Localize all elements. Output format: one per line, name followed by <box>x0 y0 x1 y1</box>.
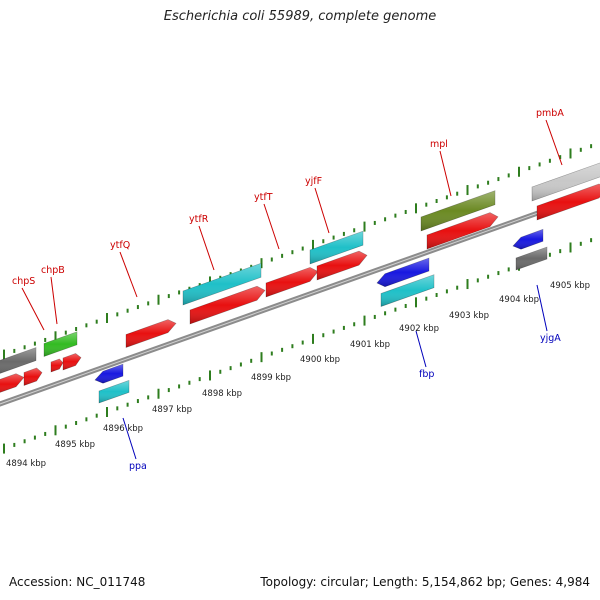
reverse-gene-feature-shade <box>99 380 129 403</box>
gene-feature-shade <box>532 162 600 201</box>
scale-label: 4901 kbp <box>350 340 390 350</box>
gene-leader-line <box>21 287 45 331</box>
cds-feature-shade <box>63 353 81 370</box>
gene-feature-shade <box>421 190 495 231</box>
gene-leader-line <box>536 284 548 332</box>
scale-label: 4894 kbp <box>6 459 46 469</box>
cds-feature-shade <box>24 368 42 386</box>
cds-feature-shade <box>51 359 63 372</box>
accession-text: Accession: NC_011748 <box>9 575 146 589</box>
reverse-cds-feature-shade <box>95 364 123 384</box>
gene-label: yjgA <box>540 333 561 344</box>
gene-feature-shade <box>183 263 261 305</box>
gene-label: yjfF <box>305 176 322 187</box>
reverse-gene-feature-shade <box>381 274 434 307</box>
gene-label: ytfT <box>254 192 273 203</box>
gene-label: ytfQ <box>110 240 130 251</box>
reverse-cds-feature-shade <box>377 258 429 287</box>
gene-leader-line <box>545 119 563 166</box>
gene-leader-line <box>314 187 330 234</box>
gene-label: mpl <box>430 139 448 150</box>
gene-feature-shade <box>44 331 77 357</box>
gene-leader-line <box>198 225 215 271</box>
gene-label: ppa <box>129 461 147 472</box>
scale-label: 4897 kbp <box>152 405 192 415</box>
scale-label: 4900 kbp <box>300 355 340 365</box>
reverse-cds-feature-shade <box>513 229 543 250</box>
gene-feature-shade <box>310 231 363 264</box>
scale-label: 4902 kbp <box>399 324 439 334</box>
scale-label: 4898 kbp <box>202 389 242 399</box>
gene-label: chpS <box>12 276 35 287</box>
gene-label: ytfR <box>189 214 209 225</box>
cds-feature-shade <box>317 251 367 280</box>
cds-feature-shade <box>266 267 318 297</box>
gene-leader-line <box>119 251 138 298</box>
scale-label: 4905 kbp <box>550 281 590 291</box>
cds-feature-shade <box>427 212 498 249</box>
cds-feature-shade <box>537 184 600 220</box>
cds-feature-shade <box>126 319 176 348</box>
gene-leader-line <box>439 150 452 197</box>
map-title: Escherichia coli 55989, complete genome <box>163 9 437 24</box>
gene-label: pmbA <box>536 108 564 119</box>
gene-label: chpB <box>41 265 65 276</box>
gene-feature-shade <box>0 347 36 374</box>
scale-label: 4904 kbp <box>499 295 539 305</box>
gene-leader-line <box>415 330 427 368</box>
scale-label: 4903 kbp <box>449 311 489 321</box>
gene-leader-line <box>50 276 58 325</box>
reverse-gene-feature-shade <box>516 247 547 270</box>
scale-label: 4895 kbp <box>55 440 95 450</box>
gene-label: fbp <box>419 369 434 380</box>
backbone-highlight <box>0 190 600 405</box>
gene-leader-line <box>263 203 280 250</box>
scale-label: 4896 kbp <box>103 424 143 434</box>
genome-summary: Topology: circular; Length: 5,154,862 bp… <box>260 575 590 589</box>
cds-feature-shade <box>0 373 24 393</box>
gene-leader-line <box>122 417 137 460</box>
cds-feature-shade <box>190 286 265 324</box>
scale-label: 4899 kbp <box>251 373 291 383</box>
